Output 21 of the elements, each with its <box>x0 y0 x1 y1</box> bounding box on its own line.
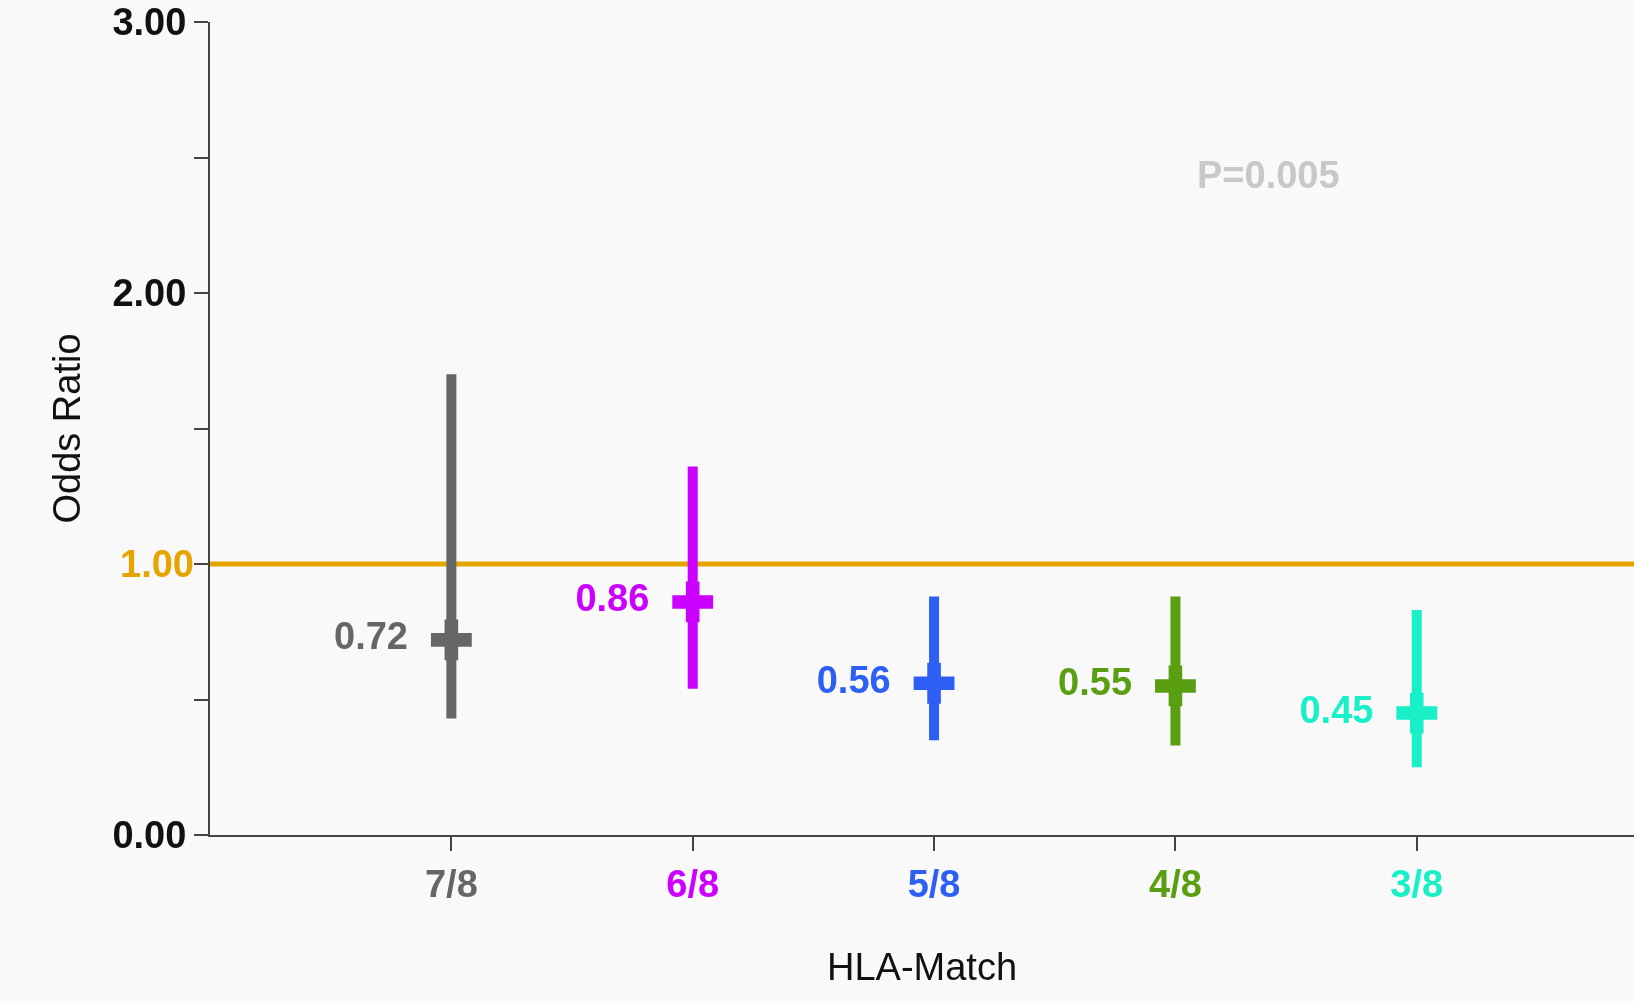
x-tick-label: 3/8 <box>1390 862 1444 905</box>
data-label: 0.56 <box>816 658 912 701</box>
y-tick-label: 3.00 <box>112 1 187 44</box>
x-tick-label: 7/8 <box>424 862 478 905</box>
data-label: 0.86 <box>575 577 671 620</box>
x-axis-title: HLA-Match <box>826 946 1018 989</box>
point <box>1155 665 1196 707</box>
data-label: 0.72 <box>334 615 430 658</box>
x-tick-label: 5/8 <box>907 862 961 905</box>
y-tick-label: 2.00 <box>112 272 187 315</box>
point <box>1396 692 1438 734</box>
point <box>672 581 714 623</box>
x-tick-label: 4/8 <box>1149 862 1202 905</box>
data-label: 0.55 <box>1058 661 1154 704</box>
point <box>430 619 472 661</box>
point <box>913 662 955 704</box>
y-tick-label: 0.00 <box>112 814 187 857</box>
ref-line-label: 1.00 <box>120 543 194 585</box>
x-tick-label: 6/8 <box>666 862 720 905</box>
data-label: 0.45 <box>1299 688 1395 731</box>
y-axis-title: Odds Ratio <box>46 333 89 524</box>
